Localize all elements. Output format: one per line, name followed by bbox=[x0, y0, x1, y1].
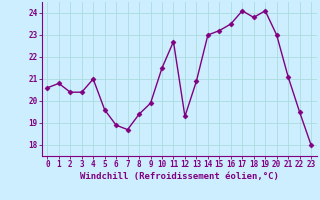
X-axis label: Windchill (Refroidissement éolien,°C): Windchill (Refroidissement éolien,°C) bbox=[80, 172, 279, 181]
